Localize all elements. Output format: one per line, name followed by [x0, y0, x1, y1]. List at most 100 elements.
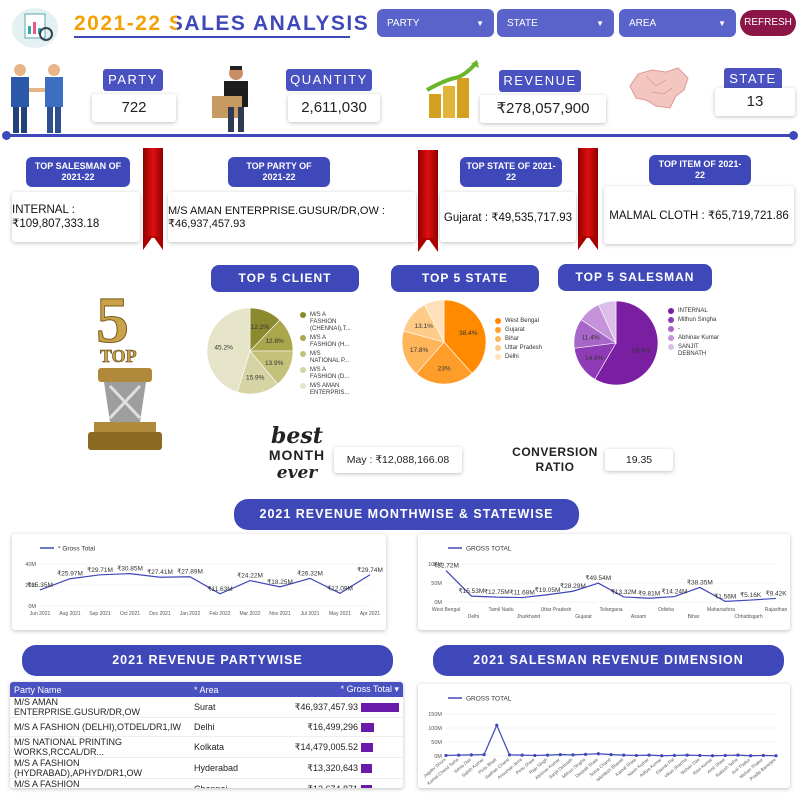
chart-legend[interactable]: GROSS TOTAL — [466, 696, 512, 703]
x-tick-label: Sep 2021 — [89, 611, 111, 617]
data-point[interactable] — [647, 753, 651, 757]
data-point[interactable] — [622, 753, 626, 757]
data-point[interactable] — [710, 754, 715, 758]
data-point[interactable] — [723, 753, 727, 758]
legend-item[interactable]: M/S AMAN ENTERPRIS... — [300, 383, 350, 397]
x-tick-label: Dec 2021 — [149, 611, 171, 617]
data-label: ₹18.25M — [267, 578, 293, 586]
data-label: ₹9.81M — [638, 589, 660, 597]
x-tick-label: Rajasthan — [765, 607, 788, 613]
data-point[interactable] — [774, 754, 778, 758]
legend-label: M/S NATIONAL P... — [310, 351, 350, 364]
series-line[interactable] — [445, 723, 777, 757]
series-line[interactable] — [39, 573, 371, 595]
table-row[interactable]: M/S NATIONAL PRINTING WORKS,RCCAL/DR... K… — [10, 736, 403, 758]
gross-total-bar-track — [361, 763, 399, 773]
chart-legend[interactable]: GROSS TOTAL — [466, 546, 512, 553]
data-point[interactable] — [545, 753, 550, 757]
table-row[interactable]: M/S A FASHION (DELHI),OTDEL/DR1,IW Delhi ₹… — [10, 717, 403, 737]
data-point[interactable] — [596, 752, 600, 756]
legend-item[interactable]: M/S A FASHION (H... — [300, 335, 350, 349]
legend-item[interactable]: INTERNAL — [668, 308, 728, 315]
pie-slice-label: 23% — [438, 366, 451, 373]
legend-swatch — [495, 354, 501, 360]
legend-item[interactable]: Mithun Singha — [668, 317, 728, 324]
legend-item[interactable]: Abhinav Kumar — [668, 335, 728, 342]
data-point[interactable] — [634, 753, 638, 758]
party-filter-dropdown[interactable]: PARTY ▼ — [377, 9, 494, 37]
data-point[interactable] — [749, 754, 753, 758]
refresh-button[interactable]: REFRESH — [740, 10, 796, 36]
legend-item[interactable]: M/S A FASHION (CHENNAI),T... — [300, 312, 351, 333]
data-point[interactable] — [507, 753, 512, 757]
legend-item[interactable]: - — [668, 326, 728, 333]
area-column-header[interactable]: * Area — [190, 682, 282, 697]
data-point[interactable] — [660, 754, 664, 758]
area-filter-label: AREA — [629, 17, 657, 29]
party-name-cell: M/S A FASHION (HYDRABAD),APHYD/DR1,OW — [10, 757, 190, 779]
legend-item[interactable]: M/S A FASHION (D... — [300, 367, 350, 381]
pie-slice[interactable] — [401, 330, 445, 375]
data-point[interactable] — [533, 753, 537, 758]
top-item-value: MALMAL CLOTH : ₹65,719,721.86 — [604, 186, 794, 244]
table-row[interactable]: M/S A FASHION (HYDRABAD),APHYD/DR1,OW Hyd… — [10, 757, 403, 779]
pie-slice[interactable] — [416, 341, 473, 385]
area-filter-dropdown[interactable]: AREA ▼ — [619, 9, 736, 37]
data-point[interactable] — [469, 753, 473, 757]
ribbon-tail — [143, 236, 163, 250]
data-point[interactable] — [685, 753, 689, 757]
party-name-column-header[interactable]: Party Name — [10, 682, 190, 697]
series-line[interactable] — [445, 570, 777, 603]
pie-slice[interactable] — [424, 299, 445, 343]
pie-slice[interactable] — [594, 300, 659, 386]
legend-item[interactable]: Bihar — [495, 336, 555, 343]
data-point[interactable] — [584, 752, 588, 756]
legend-item[interactable]: West Bengal — [495, 318, 555, 325]
legend-label: M/S A FASHION (H... — [310, 335, 350, 348]
legend-swatch — [495, 318, 501, 324]
legend-item[interactable]: Delhi — [495, 354, 555, 361]
data-point[interactable] — [520, 753, 524, 757]
gross-total-column-header[interactable]: * Gross Total ▾ — [282, 682, 403, 697]
data-point[interactable] — [457, 753, 461, 757]
gross-total-value: ₹46,937,457.93 — [294, 701, 358, 712]
data-point[interactable] — [495, 723, 499, 727]
table-row[interactable]: M/S AMAN ENTERPRISE.GUSUR/DR,OW Surat ₹46,… — [10, 697, 403, 718]
revenue-month-state-title: 2021 REVENUE MONTHWISE & STATEWISE — [234, 499, 579, 530]
data-point[interactable] — [672, 753, 677, 758]
data-point[interactable] — [736, 753, 740, 757]
legend-item[interactable]: Uttar Pradesh — [495, 345, 555, 352]
party-name-cell: M/S A FASHION (CHENNAI),TNCNH/DR1,OW — [10, 778, 190, 788]
data-point[interactable] — [444, 753, 448, 758]
data-point[interactable] — [482, 753, 486, 757]
table-row[interactable]: M/S A FASHION (CHENNAI),TNCNH/DR1,OWChen… — [10, 778, 403, 788]
legend-item[interactable]: SANJIT DEBNATH — [668, 344, 728, 358]
data-point[interactable] — [609, 753, 613, 757]
sort-desc-icon[interactable]: ▾ — [394, 684, 399, 694]
data-label: ₹12.09M — [327, 584, 353, 592]
pie-slice[interactable] — [443, 299, 487, 374]
data-point[interactable] — [698, 753, 702, 758]
best-month-value: May : ₹12,088,166.08 — [334, 447, 462, 473]
data-point[interactable] — [558, 753, 562, 757]
legend-item[interactable]: Gujarat — [495, 327, 555, 334]
data-label: ₹11.63M — [207, 585, 232, 593]
top5-salesman-legend: INTERNAL Mithun Singha - Abhinav Kumar SANJI… — [668, 308, 728, 360]
data-point[interactable] — [571, 753, 575, 757]
party-filter-label: PARTY — [387, 17, 420, 29]
app-logo — [12, 8, 58, 48]
data-point[interactable] — [761, 753, 765, 758]
x-tick-label: Jan 2022 — [180, 611, 201, 617]
divider-dot-right — [789, 131, 798, 140]
state-filter-dropdown[interactable]: STATE ▼ — [497, 9, 614, 37]
x-tick-label: Nov 2021 — [269, 611, 291, 617]
gross-total-cell: ₹12,674,871 — [282, 778, 403, 788]
gross-total-value: ₹13,320,643 — [307, 762, 358, 773]
chevron-down-icon: ▼ — [476, 18, 484, 28]
legend-item[interactable]: M/S NATIONAL P... — [300, 351, 350, 365]
x-tick-label: Jul 2021 — [301, 611, 320, 617]
pie-slice[interactable] — [598, 300, 617, 344]
chart-legend[interactable]: * Gross Total — [58, 546, 96, 553]
pie-slice[interactable] — [206, 307, 251, 393]
